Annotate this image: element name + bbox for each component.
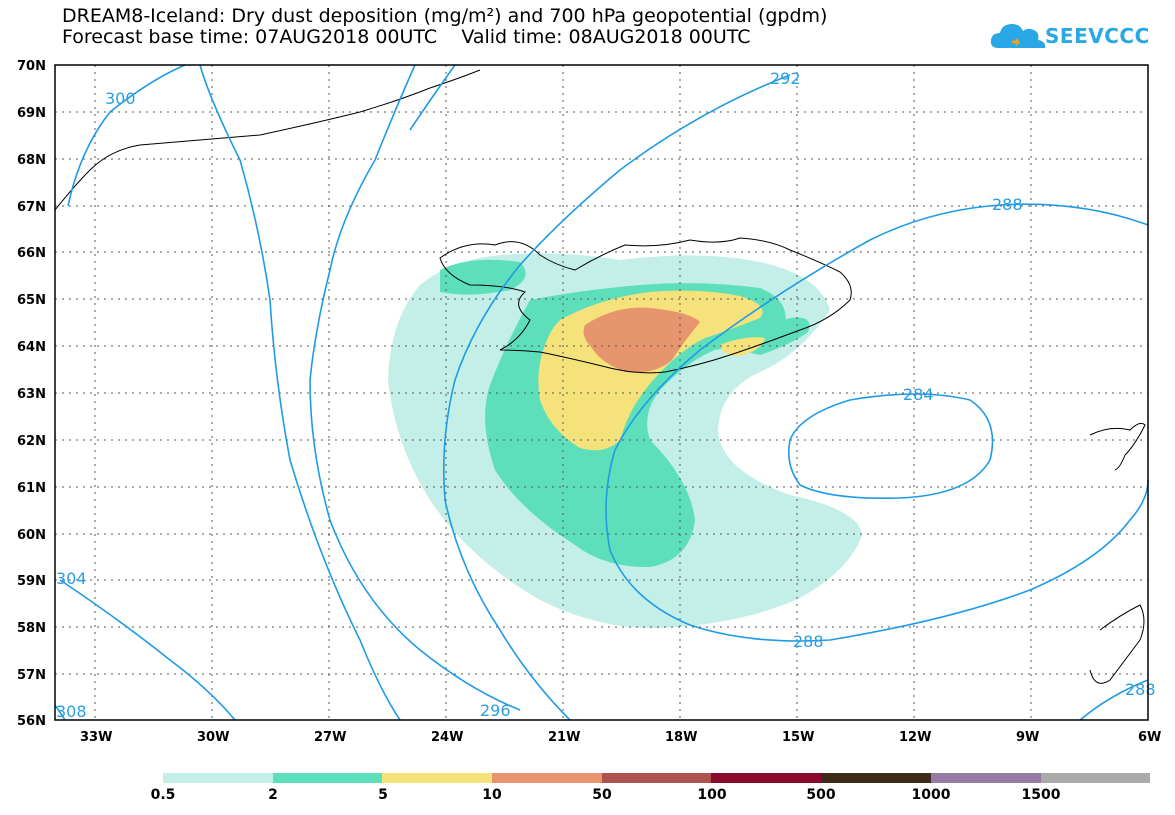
lon-label: 27W <box>314 730 346 745</box>
lat-label: 65N <box>17 293 46 308</box>
latitude-labels: 70N 69N 68N 67N 66N 65N 64N 63N 62N 61N … <box>17 59 46 729</box>
coastline <box>54 69 1146 684</box>
legend-label: 5 <box>378 787 388 803</box>
lat-label: 67N <box>17 200 46 215</box>
contour-labels: 300 292 288 284 288 296 308 304 288 <box>56 69 1156 721</box>
geopotential-contours <box>54 64 1149 721</box>
color-legend <box>163 773 1151 783</box>
contour-label: 288 <box>793 632 824 651</box>
dust-deposition-fill <box>388 253 862 629</box>
contour-label: 288 <box>1125 680 1156 699</box>
lat-label: 60N <box>17 528 46 543</box>
contour-label: 288 <box>992 195 1023 214</box>
legend-swatch <box>492 773 602 783</box>
legend-label: 500 <box>806 787 836 803</box>
legend-label: 1000 <box>911 787 951 803</box>
lat-label: 57N <box>17 668 46 683</box>
lon-label: 24W <box>431 730 463 745</box>
lat-label: 70N <box>17 59 46 74</box>
lat-label: 62N <box>17 434 46 449</box>
contour-label: 284 <box>903 385 934 404</box>
lon-label: 33W <box>80 730 112 745</box>
legend-swatch <box>272 773 383 783</box>
legend-swatch <box>821 773 931 783</box>
graticule <box>55 65 1148 720</box>
contour-label: 304 <box>56 569 87 588</box>
map-title-line-2: Forecast base time: 07AUG2018 00UTC Vali… <box>62 26 751 48</box>
lon-label: 9W <box>1016 730 1039 745</box>
legend-swatch <box>382 773 493 783</box>
legend-swatch <box>163 773 273 783</box>
legend-label: 100 <box>697 787 727 803</box>
contour-label: 300 <box>105 89 136 108</box>
lat-label: 68N <box>17 153 46 168</box>
lat-label: 61N <box>17 481 46 496</box>
legend-label: 1500 <box>1021 787 1061 803</box>
lon-label: 21W <box>548 730 580 745</box>
legend-label: 0.5 <box>150 787 176 803</box>
contour-label: 292 <box>770 69 801 88</box>
legend-swatch <box>601 773 712 783</box>
legend-label: 50 <box>592 787 612 803</box>
lon-label: 12W <box>899 730 931 745</box>
cloud-logo-icon <box>990 24 1046 48</box>
lat-label: 69N <box>17 106 46 121</box>
lon-label: 15W <box>782 730 814 745</box>
map-frame <box>54 64 1149 721</box>
legend-swatch <box>1040 773 1151 783</box>
lon-label: 18W <box>665 730 697 745</box>
legend-label: 10 <box>482 787 502 803</box>
lat-label: 59N <box>17 574 46 589</box>
lat-label: 63N <box>17 387 46 402</box>
legend-label: 2 <box>268 787 278 803</box>
lat-label: 56N <box>17 714 46 729</box>
lat-label: 64N <box>17 340 46 355</box>
longitude-labels: 33W 30W 27W 24W 21W 18W 15W 12W 9W 6W <box>80 730 1161 745</box>
legend-swatch <box>930 773 1041 783</box>
legend-swatch <box>711 773 822 783</box>
map-title-line-1: DREAM8-Iceland: Dry dust deposition (mg/… <box>62 5 828 27</box>
lon-label: 6W <box>1138 730 1161 745</box>
contour-label: 296 <box>480 701 511 720</box>
lon-label: 30W <box>197 730 229 745</box>
logo-text: SEEVCCC <box>1045 24 1150 48</box>
lat-label: 58N <box>17 621 46 636</box>
lat-label: 66N <box>17 246 46 261</box>
contour-label: 308 <box>56 702 87 721</box>
